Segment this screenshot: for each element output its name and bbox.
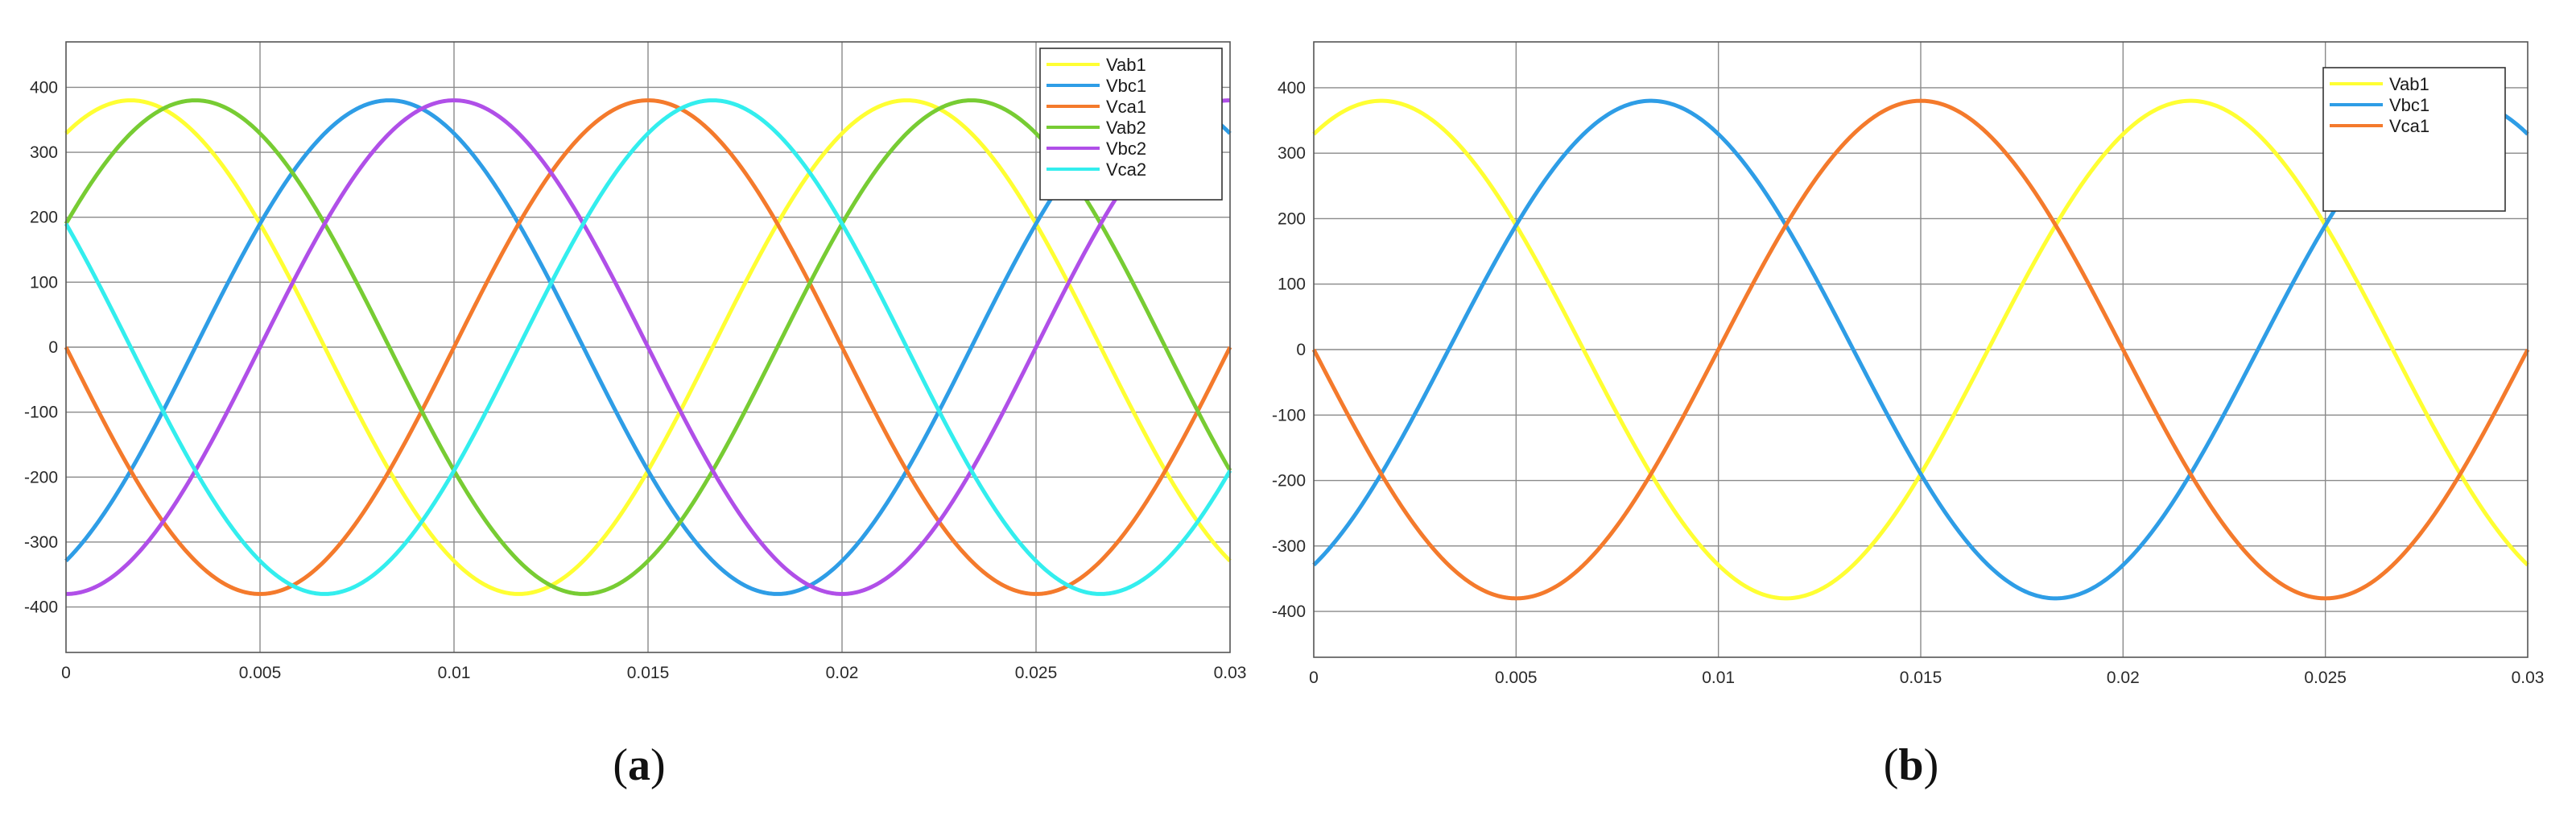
y-tick-label: 400	[1278, 79, 1306, 97]
y-tick-label: -400	[24, 598, 58, 617]
y-tick-label: -300	[1272, 537, 1306, 556]
x-tick-label: 0	[1309, 669, 1319, 687]
y-tick-label: -400	[1272, 602, 1306, 621]
x-tick-label: 0.02	[2107, 669, 2140, 687]
legend-label-vbc1: Vbc1	[2389, 95, 2429, 115]
x-tick-label: 0.025	[1015, 664, 1058, 682]
x-tick-label: 0.03	[1214, 664, 1247, 682]
legend-label-vca1: Vca1	[2389, 116, 2429, 136]
y-tick-label: -100	[1272, 406, 1306, 424]
y-tick-label: 100	[1278, 275, 1306, 294]
x-tick-label: 0.015	[1900, 669, 1942, 687]
x-tick-label: 0.01	[438, 664, 471, 682]
x-tick-label: 0	[61, 664, 71, 682]
series-line-vbc1	[64, 98, 1232, 596]
y-tick-label: 0	[48, 338, 58, 357]
chart-panel-b: 0 0.005 0.01 0.015 0.02 0.025 0.03 -400 -300 -200…	[1272, 0, 2576, 824]
x-tick-label: 0.005	[1495, 669, 1538, 687]
legend-label-vab1: Vab1	[2389, 74, 2429, 94]
legend-label-vab1: Vab1	[1106, 55, 1146, 75]
y-tick-label: -200	[24, 468, 58, 487]
y-tick-label: 300	[1278, 144, 1306, 163]
series-line-vca1	[64, 98, 1232, 596]
legend-label-vca1: Vca1	[1106, 97, 1146, 117]
y-tick-label: 400	[30, 78, 58, 97]
y-tick-label: -200	[1272, 472, 1306, 491]
plot-frame	[65, 41, 1231, 653]
y-tick-label: 200	[30, 209, 58, 227]
legend-label-vbc1: Vbc1	[1106, 76, 1146, 96]
series-line-vbc2	[65, 98, 1231, 596]
chart-b-svg: 0 0.005 0.01 0.015 0.02 0.025 0.03 -400 -300 -200…	[1272, 41, 2545, 790]
legend-box	[1039, 48, 1223, 201]
panel-caption: (a)	[613, 740, 665, 790]
legend-label-vca2: Vca2	[1106, 159, 1146, 180]
legend-label-vab2: Vab2	[1106, 118, 1146, 138]
legend-box	[2322, 67, 2506, 212]
series-line-vbc1	[1312, 98, 2529, 601]
y-tick-label: 200	[1278, 209, 1306, 228]
y-tick-label: -100	[24, 404, 58, 422]
series-line-vab2	[64, 98, 1232, 596]
panel-caption: (b)	[1884, 740, 1938, 790]
legend-label-vbc2: Vbc2	[1106, 139, 1146, 159]
y-tick-label: -300	[24, 533, 58, 552]
series-line-vca1	[1311, 98, 2530, 601]
x-tick-label: 0.01	[1702, 669, 1735, 687]
series-line-vca2	[64, 98, 1232, 596]
y-tick-label: 100	[30, 273, 58, 292]
x-tick-label: 0.005	[239, 664, 282, 682]
y-tick-label: 300	[30, 143, 58, 162]
chart-a-svg: 0 0.005 0.01 0.015 0.02 0.025 0.03 -400 -300 -200…	[24, 41, 1247, 790]
y-tick-label: 0	[1296, 341, 1306, 359]
x-tick-label: 0.015	[627, 664, 670, 682]
x-tick-label: 0.025	[2304, 669, 2347, 687]
x-tick-label: 0.03	[2512, 669, 2545, 687]
x-tick-label: 0.02	[826, 664, 859, 682]
plot-frame	[1313, 41, 2529, 658]
chart-panel-a: 0 0.005 0.01 0.015 0.02 0.025 0.03 -400 -300 -200…	[0, 0, 1272, 824]
